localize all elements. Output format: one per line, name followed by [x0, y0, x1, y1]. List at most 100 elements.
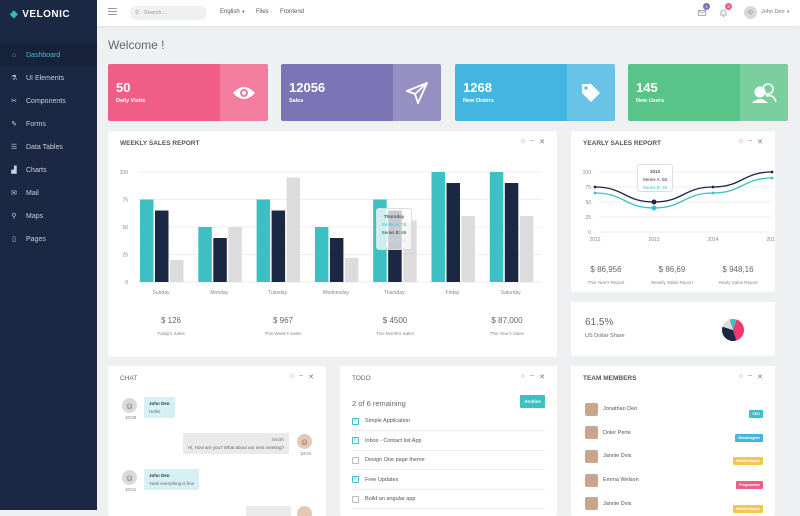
- sidebar-item-dashboard[interactable]: ⌂ Dashboard: [0, 44, 97, 66]
- mail-icon[interactable]: [698, 10, 706, 16]
- sidebar-item-forms[interactable]: ✎ Forms: [0, 113, 97, 135]
- user-avatar[interactable]: ☺: [744, 6, 757, 19]
- close-icon[interactable]: ✕: [308, 374, 314, 381]
- team-member[interactable]: Emma Welson Programmer: [585, 469, 763, 491]
- bar-series-a-monday: [198, 227, 212, 282]
- card-title: YEARLY SALES REPORT: [583, 140, 662, 147]
- todo-item[interactable]: ✓ Free Updates: [352, 471, 545, 490]
- tools-icon: ✂: [11, 98, 17, 105]
- summary-value: $ 126: [160, 316, 182, 325]
- refresh-icon[interactable]: ○: [738, 138, 744, 145]
- logo[interactable]: ◈ VELONIC: [10, 9, 70, 20]
- refresh-icon[interactable]: ○: [520, 138, 526, 145]
- search-placeholder: Search...: [144, 10, 167, 16]
- weekly-bar-chart: 0 25 50 75 100 Sunday Monday Tuesday Wednesday Th…: [120, 170, 542, 296]
- search-input[interactable]: ⚲ Search...: [130, 6, 207, 20]
- close-icon[interactable]: ✕: [539, 139, 545, 146]
- bar-series-c-tuesday: [286, 177, 301, 282]
- todo-item[interactable]: ✓ Simple Application: [352, 412, 545, 431]
- stat-label: New Users: [636, 98, 665, 104]
- minimize-icon[interactable]: −: [299, 373, 304, 380]
- paper-plane-icon: [393, 64, 441, 121]
- checkbox-checked[interactable]: ✓: [352, 437, 359, 444]
- stat-label: Daily Visits: [116, 98, 146, 104]
- y-tick-label: 100: [120, 170, 129, 176]
- bar-series-a-wednesday: [314, 227, 329, 282]
- chart-tooltip: Thursday Series A: 75 Series B: 65 Serie…: [376, 208, 412, 250]
- todo-item[interactable]: ✓ Inbox - Contact list App: [352, 432, 545, 451]
- edit-icon: ✎: [11, 121, 17, 128]
- chat-bubble: [246, 506, 291, 516]
- message-text: Yeah everything is fine: [149, 481, 195, 486]
- nav-link-frontend[interactable]: Frontend: [280, 9, 305, 15]
- message-text: Hi, How are you? What about our next mee…: [187, 445, 284, 450]
- sender-name: John Deo: [149, 473, 170, 478]
- close-icon[interactable]: ✕: [757, 139, 763, 146]
- message-time: 10:01: [125, 487, 137, 492]
- todo-item[interactable]: Design One page theme: [352, 451, 545, 470]
- stat-card-new-orders[interactable]: 1268 New Orders: [455, 64, 615, 121]
- checkbox-checked[interactable]: ✓: [352, 417, 359, 425]
- minimize-icon[interactable]: −: [530, 373, 535, 380]
- sidebar-item-charts[interactable]: ▟ Charts: [0, 159, 97, 181]
- minimize-icon[interactable]: −: [530, 138, 535, 145]
- sidebar-item-label: Dashboard: [26, 51, 61, 59]
- stat-label: New Orders: [463, 98, 494, 104]
- stat-card-new-users[interactable]: 145 New Users: [628, 64, 788, 121]
- page-title: Welcome !: [108, 38, 165, 52]
- menu-toggle-icon[interactable]: [108, 8, 117, 15]
- refresh-icon[interactable]: ○: [289, 373, 295, 380]
- sidebar-item-data-tables[interactable]: ☰ Data Tables: [0, 136, 97, 158]
- pie-slice: [722, 326, 737, 341]
- user-menu[interactable]: John Deo ▼: [761, 9, 790, 15]
- close-icon[interactable]: ✕: [757, 374, 763, 381]
- minimize-icon[interactable]: −: [748, 138, 753, 145]
- team-member[interactable]: Jannie Dvis Webdeveloper: [585, 493, 763, 515]
- sidebar-item-label: Forms: [26, 120, 46, 128]
- checkbox[interactable]: [352, 456, 359, 464]
- member-photo: [585, 426, 598, 440]
- tooltip-series-a: Series A: 75: [381, 222, 407, 227]
- todo-text: Free Updates: [365, 476, 399, 483]
- bell-icon[interactable]: [720, 9, 727, 17]
- tooltip-title: 2013: [649, 169, 660, 174]
- sidebar-item-components[interactable]: ✂ Components: [0, 90, 97, 112]
- refresh-icon[interactable]: ○: [738, 373, 744, 380]
- y-tick-label: 50: [122, 225, 128, 231]
- team-member[interactable]: Jannie Dvis Webdeveloper: [585, 445, 763, 467]
- report-summary: $ 948,16 Yearly Sales Report: [707, 265, 769, 285]
- role-badge: Webdesigner: [735, 433, 763, 442]
- bar-series-c-sunday: [170, 260, 184, 282]
- sidebar: ◈ VELONIC ⌂ Dashboard ⚗ UI Elements ✂ Componen…: [0, 0, 97, 510]
- chat-bubble: Smith Hi, How are you? What about our nex…: [182, 433, 289, 454]
- share-label: US Dollar Share: [585, 333, 625, 339]
- refresh-icon[interactable]: ○: [520, 373, 526, 380]
- close-icon[interactable]: ✕: [539, 374, 545, 381]
- todo-remaining: 2 of 6 remaining: [352, 399, 406, 408]
- share-pie-chart: [722, 319, 744, 341]
- sales-summary: $ 967 This Week's Sales: [233, 316, 333, 336]
- language-dropdown[interactable]: English ▼: [220, 9, 245, 15]
- member-photo: [585, 449, 598, 463]
- sidebar-item-maps[interactable]: ⚲ Maps: [0, 205, 97, 227]
- sidebar-item-ui-elements[interactable]: ⚗ UI Elements: [0, 67, 97, 89]
- nav-link-files[interactable]: Files: [256, 9, 269, 15]
- notification-count-badge: 3: [725, 3, 732, 10]
- team-member[interactable]: Jonathan Deo CEO: [585, 398, 763, 420]
- y-tick-label: 50: [585, 200, 591, 206]
- checkbox-checked[interactable]: ✓: [352, 476, 359, 483]
- stat-card-sales[interactable]: 12056 Sales: [281, 64, 441, 121]
- x-tick-label: Saturday: [501, 290, 522, 296]
- summary-label: This Week's Sales: [264, 331, 302, 336]
- stat-card-daily-visits[interactable]: 50 Daily Visits: [108, 64, 268, 121]
- checkbox[interactable]: [352, 495, 359, 503]
- sidebar-item-mail[interactable]: ✉ Mail: [0, 182, 97, 204]
- team-member[interactable]: Doler Perte Webdesigner: [585, 422, 763, 444]
- todo-item[interactable]: Build an angular app: [352, 490, 545, 509]
- data-point: [770, 170, 774, 174]
- users-icon: [740, 64, 788, 121]
- sidebar-item-pages[interactable]: ▯ Pages: [0, 228, 97, 250]
- archive-button[interactable]: Archive: [520, 395, 545, 408]
- minimize-icon[interactable]: −: [748, 373, 753, 380]
- bar-series-c-saturday: [519, 216, 534, 282]
